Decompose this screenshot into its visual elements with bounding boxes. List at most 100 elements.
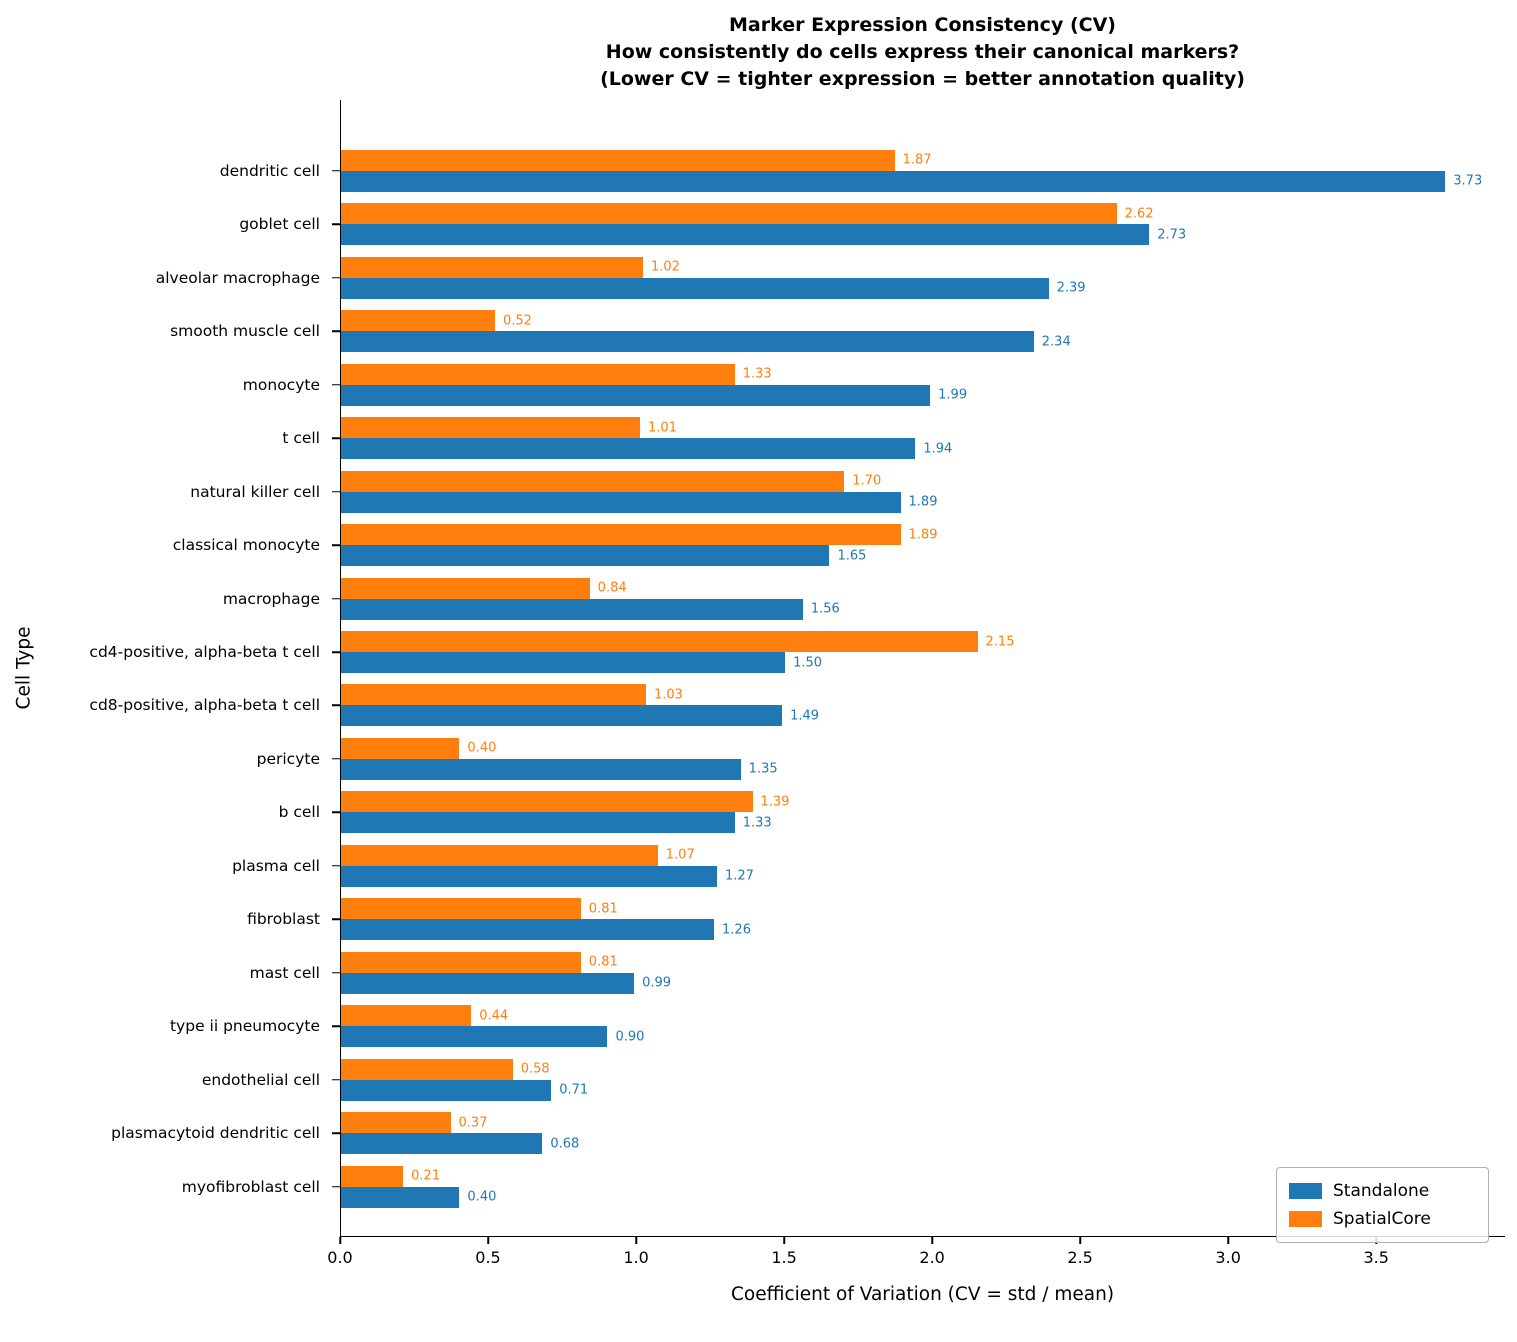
x-tick-label: 1.0 [623,1248,649,1267]
spatialcore-bar [341,1058,513,1080]
spatialcore-bar [341,524,901,546]
spatialcore-bar-value-label: 2.15 [985,634,1015,649]
category-label: pericyte [256,749,320,768]
spatialcore-bar-value-label: 0.44 [479,1008,509,1024]
x-tick-mark [487,1237,489,1244]
legend-label-spatialcore: SpatialCore [1333,1209,1431,1229]
spatialcore-bar-value-label: 0.40 [467,740,497,756]
standalone-bar-value-label: 2.73 [1157,227,1187,243]
standalone-bar [341,224,1150,246]
standalone-bar [341,491,901,513]
y-tick-mark [332,544,340,546]
chart-title: Marker Expression Consistency (CV) [729,14,1116,36]
spatialcore-bar-value-label: 0.21 [411,1168,441,1184]
category-label: b cell [278,803,320,822]
standalone-bar-value-label: 0.68 [550,1136,580,1152]
spatialcore-bar [341,1165,404,1187]
legend: Standalone SpatialCore [1276,1167,1489,1243]
legend-item-spatialcore: SpatialCore [1289,1205,1476,1233]
category-label: smooth muscle cell [170,322,320,341]
spatialcore-bar-value-label: 0.81 [588,954,618,970]
spatialcore-bar [341,256,643,278]
standalone-bar-value-label: 0.90 [615,1029,645,1045]
spatialcore-bar [341,737,460,759]
standalone-bar-value-label: 1.49 [790,708,820,724]
standalone-bar [341,919,715,941]
standalone-bar [341,705,783,727]
bars-layer: 1.87 3.73 2.62 2.73 1.02 2.39 0.52 2.34 1.33 1.99… [341,100,1505,1236]
y-tick-mark [332,490,340,493]
x-tick-label: 2.0 [919,1248,945,1267]
plot-area: 1.87 3.73 2.62 2.73 1.02 2.39 0.52 2.34 1.33 1.99… [340,100,1505,1237]
standalone-bar [341,865,717,887]
standalone-bar-value-label: 3.73 [1453,173,1483,189]
spatialcore-color-swatch [1289,1211,1322,1227]
x-tick-label: 2.5 [1067,1248,1093,1267]
spatialcore-bar [341,577,590,599]
spatialcore-bar-value-label: 0.58 [520,1061,550,1077]
y-tick-mark [332,383,340,386]
standalone-bar-value-label: 1.27 [724,868,754,884]
category-label: natural killer cell [190,482,320,501]
standalone-bar-value-label: 2.34 [1041,334,1071,350]
y-tick-mark [332,918,340,921]
standalone-bar [341,331,1034,353]
category-label: fibroblast [247,910,320,929]
standalone-bar [341,545,830,567]
x-tick-mark [1079,1237,1081,1244]
standalone-bar-value-label: 0.99 [642,975,672,991]
spatialcore-bar [341,844,658,866]
standalone-bar [341,277,1049,299]
spatialcore-bar [341,470,845,492]
y-tick-mark [332,972,340,974]
x-tick-label: 3.5 [1363,1248,1389,1267]
x-tick-mark [1227,1237,1229,1244]
x-tick-mark [931,1237,933,1244]
spatialcore-bar [341,791,753,813]
y-tick-mark [332,704,340,707]
spatialcore-bar [341,684,646,706]
spatialcore-bar [341,310,495,332]
standalone-bar-value-label: 0.71 [559,1082,589,1098]
x-tick-mark [339,1237,341,1244]
spatialcore-bar [341,631,978,652]
y-axis-label: Cell Type [13,626,35,710]
standalone-bar-value-label: 1.65 [837,548,867,564]
category-label: type ii pneumocyte [169,1017,320,1036]
y-tick-mark [332,1186,340,1188]
x-axis-ticks: 0.0 0.5 1.0 1.5 2.0 2.5 3.0 3.5 [327,1237,1505,1277]
category-label: cd4-positive, alpha-beta t cell [89,643,320,661]
standalone-bar-value-label: 1.26 [722,922,751,938]
y-tick-mark [332,330,340,332]
spatialcore-bar-value-label: 0.81 [588,901,618,917]
chart-subtitle-1: How consistently do cells express their … [605,41,1240,63]
y-tick-mark [332,651,340,653]
legend-item-standalone: Standalone [1289,1177,1476,1205]
standalone-color-swatch [1289,1183,1322,1199]
spatialcore-bar-value-label: 1.02 [650,259,680,275]
standalone-bar [341,438,916,460]
standalone-bar [341,972,635,994]
spatialcore-bar-value-label: 2.62 [1124,206,1154,222]
spatialcore-bar [341,149,895,171]
standalone-bar-value-label: 2.39 [1056,280,1086,296]
y-tick-mark [332,437,340,439]
category-label: dendritic cell [219,161,320,180]
standalone-bar-value-label: 1.33 [742,815,772,831]
y-tick-mark [332,1132,340,1135]
spatialcore-bar-value-label: 1.70 [852,473,882,489]
category-label: macrophage [222,589,320,608]
spatialcore-bar-value-label: 0.84 [597,580,627,596]
standalone-bar-value-label: 1.99 [938,387,968,403]
spatialcore-bar [341,363,735,385]
category-label: myofibroblast cell [181,1177,320,1196]
spatialcore-bar [341,1005,472,1027]
y-tick-mark [332,169,340,172]
y-tick-mark [332,811,340,814]
category-label: classical monocyte [172,536,320,555]
y-tick-mark [332,276,340,279]
standalone-bar [341,812,735,834]
spatialcore-bar-value-label: 1.01 [648,420,677,436]
spatialcore-bar-value-label: 1.87 [902,152,932,168]
